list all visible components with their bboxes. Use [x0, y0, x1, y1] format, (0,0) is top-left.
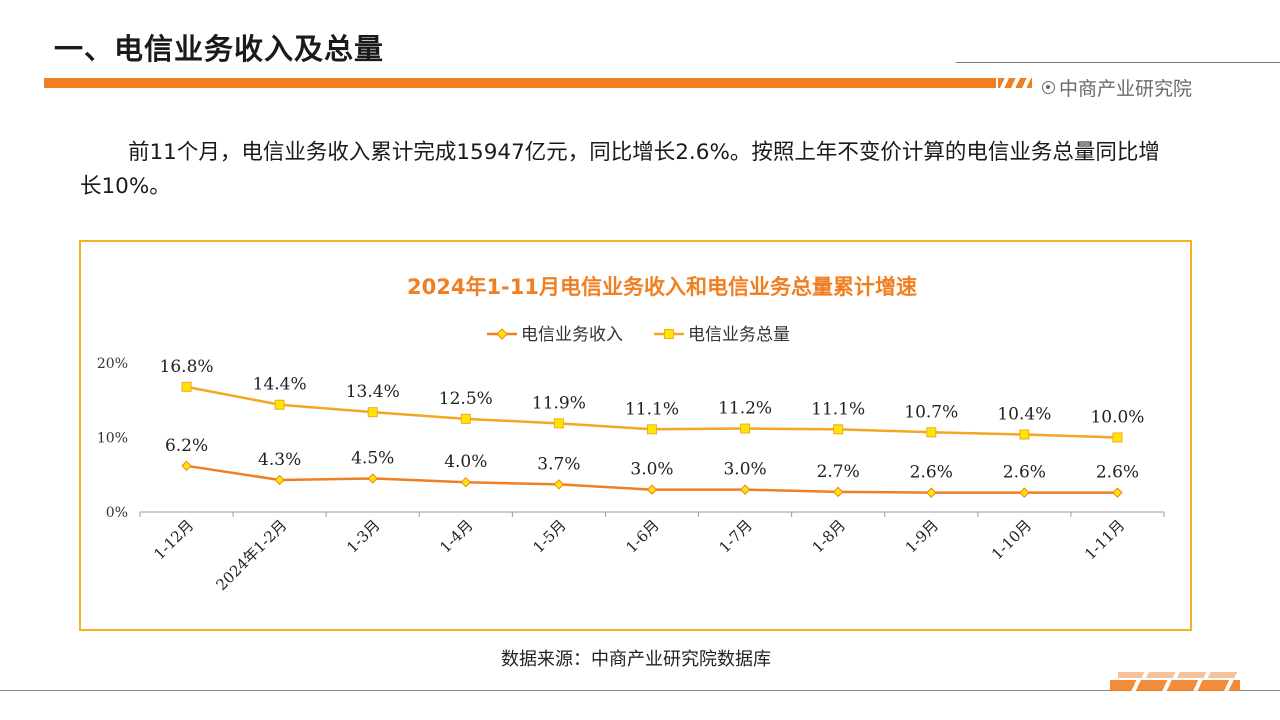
data-point-revenue	[460, 476, 472, 488]
x-tick-label: 1-3月	[343, 516, 383, 556]
data-label-volume: 16.8%	[160, 357, 214, 377]
data-point-revenue	[1019, 487, 1030, 498]
legend-label-1: 电信业务收入	[521, 325, 623, 345]
x-tick-label: 1-11月	[1081, 516, 1128, 563]
data-label-revenue: 2.7%	[817, 462, 860, 482]
data-label-revenue: 3.0%	[630, 460, 673, 480]
data-label-revenue: 4.3%	[258, 450, 301, 470]
data-point-revenue	[181, 460, 192, 472]
data-label-revenue: 3.7%	[537, 454, 580, 474]
x-tick-label: 1-7月	[716, 516, 756, 556]
x-tick-label: 1-4月	[436, 516, 476, 556]
data-label-volume: 10.0%	[1090, 408, 1144, 428]
data-point-volume	[647, 424, 657, 435]
chart-title: 2024年1-11月电信业务收入和电信业务总量累计增速	[407, 275, 917, 299]
legend-marker-diamond	[496, 328, 508, 340]
data-label-volume: 11.1%	[811, 399, 865, 419]
data-label-revenue: 2.6%	[1096, 463, 1139, 483]
data-point-revenue	[926, 487, 937, 498]
data-point-volume	[740, 423, 751, 434]
x-tick-label: 1-12月	[150, 516, 197, 563]
data-label-volume: 10.7%	[904, 402, 958, 422]
data-label-volume: 11.2%	[718, 399, 772, 419]
intro-paragraph: 前11个月，电信业务收入累计完成15947亿元，同比增长2.6%。按照上年不变价…	[80, 140, 1160, 199]
x-tick-label: 1-9月	[902, 516, 942, 556]
data-label-revenue: 2.6%	[910, 463, 953, 483]
x-tick-label: 1-6月	[622, 516, 662, 556]
brand-logo-icon	[1042, 81, 1055, 94]
data-point-volume	[926, 427, 937, 438]
data-point-volume	[460, 413, 471, 424]
data-point-revenue	[553, 479, 565, 490]
footer-stripes	[1110, 680, 1240, 691]
y-tick-label: 10%	[97, 431, 128, 447]
brand-name: 中商产业研究院	[1059, 78, 1193, 100]
data-point-volume	[553, 418, 564, 429]
chart-frame: 2024年1-11月电信业务收入和电信业务总量累计增速电信业务收入 电信业务总量 0…	[79, 240, 1192, 631]
data-point-volume	[181, 381, 192, 392]
footer-line	[0, 690, 1280, 691]
data-label-volume: 11.9%	[532, 393, 586, 413]
legend-marker-square	[664, 329, 674, 339]
data-label-revenue: 4.5%	[351, 448, 394, 468]
data-source: 数据来源：中商产业研究院数据库	[501, 649, 771, 670]
data-label-revenue: 2.6%	[1003, 463, 1046, 483]
title-accent-bar	[44, 78, 996, 88]
y-tick-label: 20%	[97, 356, 128, 372]
data-label-revenue: 4.0%	[444, 452, 487, 472]
x-tick-label: 2024年1-2月	[212, 516, 290, 594]
data-label-volume: 12.5%	[439, 389, 493, 409]
data-point-volume	[1112, 432, 1123, 443]
x-tick-label: 1-10月	[988, 516, 1035, 563]
data-label-volume: 10.4%	[997, 405, 1051, 425]
data-point-volume	[274, 399, 285, 410]
y-tick-label: 0%	[106, 505, 128, 521]
data-label-volume: 11.1%	[625, 399, 679, 419]
data-point-revenue	[832, 486, 844, 498]
legend-label-2: 电信业务总量	[688, 325, 790, 345]
x-tick-label: 1-8月	[809, 516, 849, 556]
data-point-revenue	[367, 473, 378, 484]
data-point-volume	[833, 424, 844, 435]
data-point-revenue	[646, 484, 658, 495]
data-point-volume	[367, 407, 378, 418]
brand: 中商产业研究院	[1042, 74, 1192, 101]
data-label-revenue: 3.0%	[723, 460, 766, 480]
title-accent-stripes	[998, 78, 1032, 88]
page-title: 一、电信业务收入及总量	[54, 32, 385, 66]
data-point-volume	[1019, 429, 1030, 440]
footer-stripes-light	[1118, 672, 1238, 678]
data-label-volume: 13.4%	[346, 382, 400, 402]
data-label-revenue: 6.2%	[165, 436, 208, 456]
x-tick-label: 1-5月	[529, 516, 569, 556]
data-point-revenue	[739, 484, 751, 495]
data-point-revenue	[1112, 487, 1123, 498]
data-label-volume: 14.4%	[253, 375, 307, 395]
data-point-revenue	[274, 474, 285, 486]
header-divider-line	[956, 62, 1280, 63]
